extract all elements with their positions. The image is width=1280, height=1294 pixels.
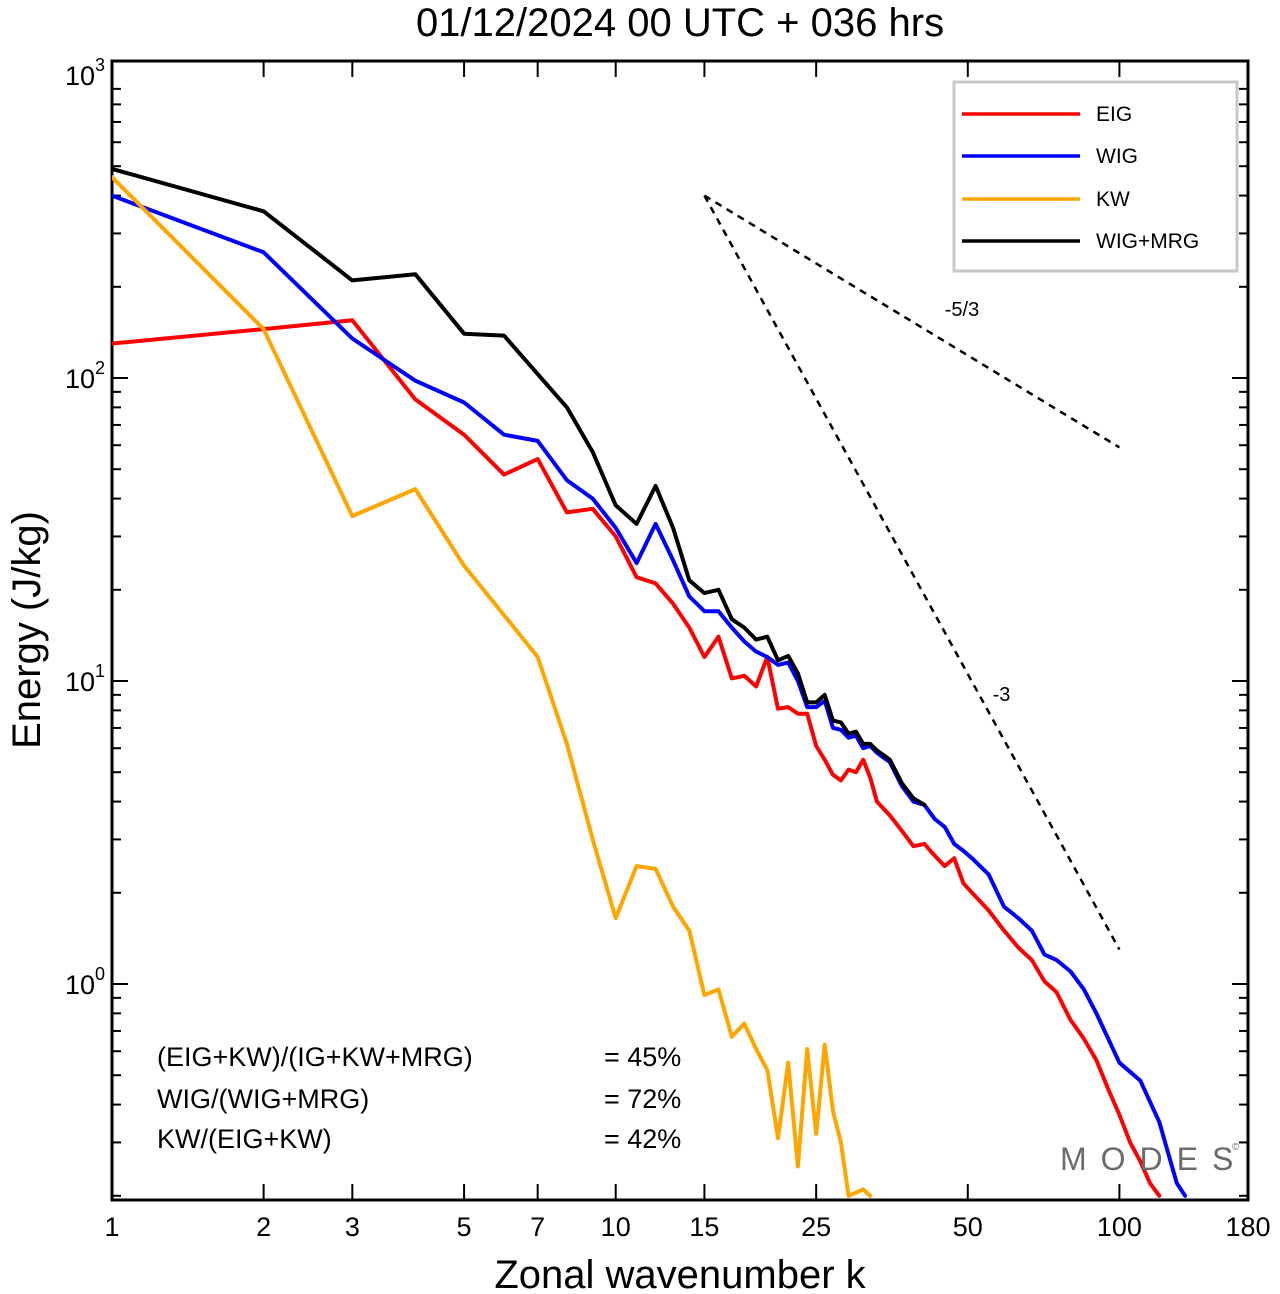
y-tick-base: 10: [65, 667, 95, 697]
x-tick-label: 180: [1225, 1212, 1270, 1242]
legend-label-kw: KW: [1096, 188, 1130, 211]
y-tick-base: 10: [65, 61, 95, 91]
reference-line-minus-3: [703, 194, 1121, 951]
x-tick-label: 10: [601, 1212, 631, 1242]
slope-label-minus-3: -3: [993, 684, 1011, 706]
legend-label-eig: EIG: [1096, 103, 1132, 126]
y-tick-label: 10 3: [65, 55, 105, 91]
y-tick-label: 10 1: [65, 661, 105, 697]
reference-slope-lines: [703, 194, 1121, 951]
x-tick-label: 25: [801, 1212, 831, 1242]
x-tick-label: 1: [104, 1212, 119, 1242]
y-tick-exponent: 1: [95, 661, 105, 681]
chart-title: 01/12/2024 00 UTC + 036 hrs: [416, 1, 944, 45]
x-tick-label: 3: [345, 1212, 360, 1242]
y-tick-exponent: 0: [95, 964, 105, 984]
y-axis-label: Energy (J/kg): [5, 511, 49, 749]
x-tick-label: 2: [256, 1212, 271, 1242]
ratio-annotations: (EIG+KW)/(IG+KW+MRG) = 45% WIG/(WIG+MRG)…: [157, 1042, 681, 1154]
slope-label-minus-5-3: -5/3: [945, 299, 979, 321]
x-axis-tick-labels: 1 2 3 5 7 10 15 25 50 100 180: [104, 1212, 1270, 1242]
ratio-label-kw: KW/(EIG+KW): [157, 1124, 332, 1154]
ratio-label-eig-kw: (EIG+KW)/(IG+KW+MRG): [157, 1042, 473, 1072]
legend: EIG WIG KW WIG+MRG: [952, 80, 1239, 273]
x-axis-label: Zonal wavenumber k: [494, 1253, 866, 1294]
watermark-copyright-mark: ©: [1232, 1142, 1240, 1153]
x-tick-label: 5: [457, 1212, 472, 1242]
y-tick-base: 10: [65, 364, 95, 394]
legend-label-wig: WIG: [1096, 145, 1138, 168]
y-tick-exponent: 3: [95, 55, 105, 75]
ratio-value-eig-kw: = 45%: [604, 1042, 681, 1072]
modes-watermark: MODES: [1060, 1141, 1247, 1177]
plot-frame: [110, 59, 1250, 1202]
series-line-wig-mrg: [112, 166, 927, 807]
axis-ticks: [111, 61, 1249, 1200]
series-line-kw: [112, 175, 873, 1198]
legend-label-wig-mrg: WIG+MRG: [1096, 230, 1199, 253]
ratio-value-kw: = 42%: [604, 1124, 681, 1154]
x-tick-label: 100: [1097, 1212, 1142, 1242]
y-tick-exponent: 2: [95, 358, 105, 378]
series-lines: [112, 166, 1188, 1198]
x-tick-label: 15: [689, 1212, 719, 1242]
ratio-value-wig: = 72%: [604, 1084, 681, 1114]
y-tick-base: 10: [65, 970, 95, 1000]
y-tick-label: 10 0: [65, 964, 105, 1000]
series-line-wig: [112, 193, 1188, 1198]
x-tick-label: 50: [953, 1212, 983, 1242]
ratio-label-wig: WIG/(WIG+MRG): [157, 1084, 369, 1114]
x-tick-label: 7: [530, 1212, 545, 1242]
reference-line-minus-5-3: [703, 194, 1121, 449]
y-tick-label: 10 2: [65, 358, 105, 394]
series-line-eig: [112, 318, 1162, 1198]
